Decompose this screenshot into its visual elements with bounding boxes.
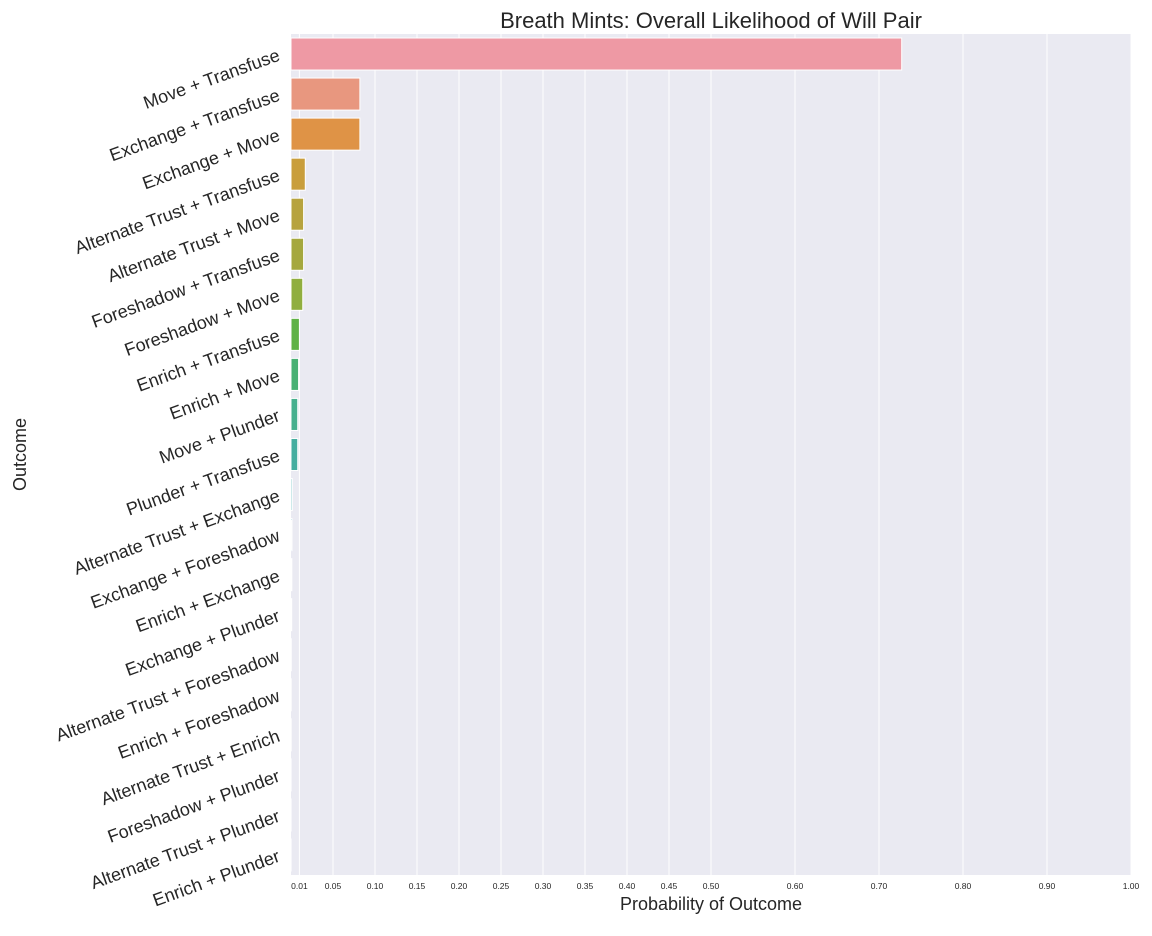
x-tick-label: 0.40	[619, 881, 636, 891]
bar	[290, 277, 304, 311]
x-tick-label: 0.35	[577, 881, 594, 891]
x-tick-label: 0.30	[535, 881, 552, 891]
bar	[290, 317, 300, 351]
x-tick-label: 0.15	[409, 881, 426, 891]
bar	[290, 478, 293, 512]
x-tick-label: 0.20	[451, 881, 468, 891]
x-tick-label: 1.00	[1123, 881, 1140, 891]
x-axis-title: Probability of Outcome	[620, 894, 802, 914]
x-tick-label: 0.60	[787, 881, 804, 891]
x-tick-label: 0.25	[493, 881, 510, 891]
bar	[290, 37, 903, 71]
x-tick-label: 0.90	[1039, 881, 1056, 891]
x-tick-label: 0.80	[955, 881, 972, 891]
x-tick-label: 0.05	[325, 881, 342, 891]
bar	[290, 437, 299, 472]
x-tick-label: 0.70	[871, 881, 888, 891]
bar	[290, 157, 306, 191]
y-axis-title: Outcome	[10, 418, 30, 491]
x-tick-label: 0.50	[703, 881, 720, 891]
bars	[290, 37, 903, 872]
bar	[290, 197, 305, 231]
x-tick-label: 0.45	[661, 881, 678, 891]
bar	[290, 117, 361, 151]
bar	[290, 518, 293, 552]
bar	[290, 77, 361, 111]
x-tick-label: 0.10	[367, 881, 384, 891]
gridlines	[298, 34, 1132, 875]
chart-title: Breath Mints: Overall Likelihood of Will…	[500, 8, 922, 33]
bar	[290, 397, 299, 431]
bar	[290, 598, 293, 632]
bar	[290, 357, 300, 391]
x-tick-labels: 0.01 0.05 0.10 0.15 0.20 0.25 0.30 0.35 0.40 0.45…	[291, 881, 1139, 891]
x-tick-label: 0.01	[291, 881, 308, 891]
bar	[290, 558, 293, 592]
bar	[290, 237, 305, 271]
